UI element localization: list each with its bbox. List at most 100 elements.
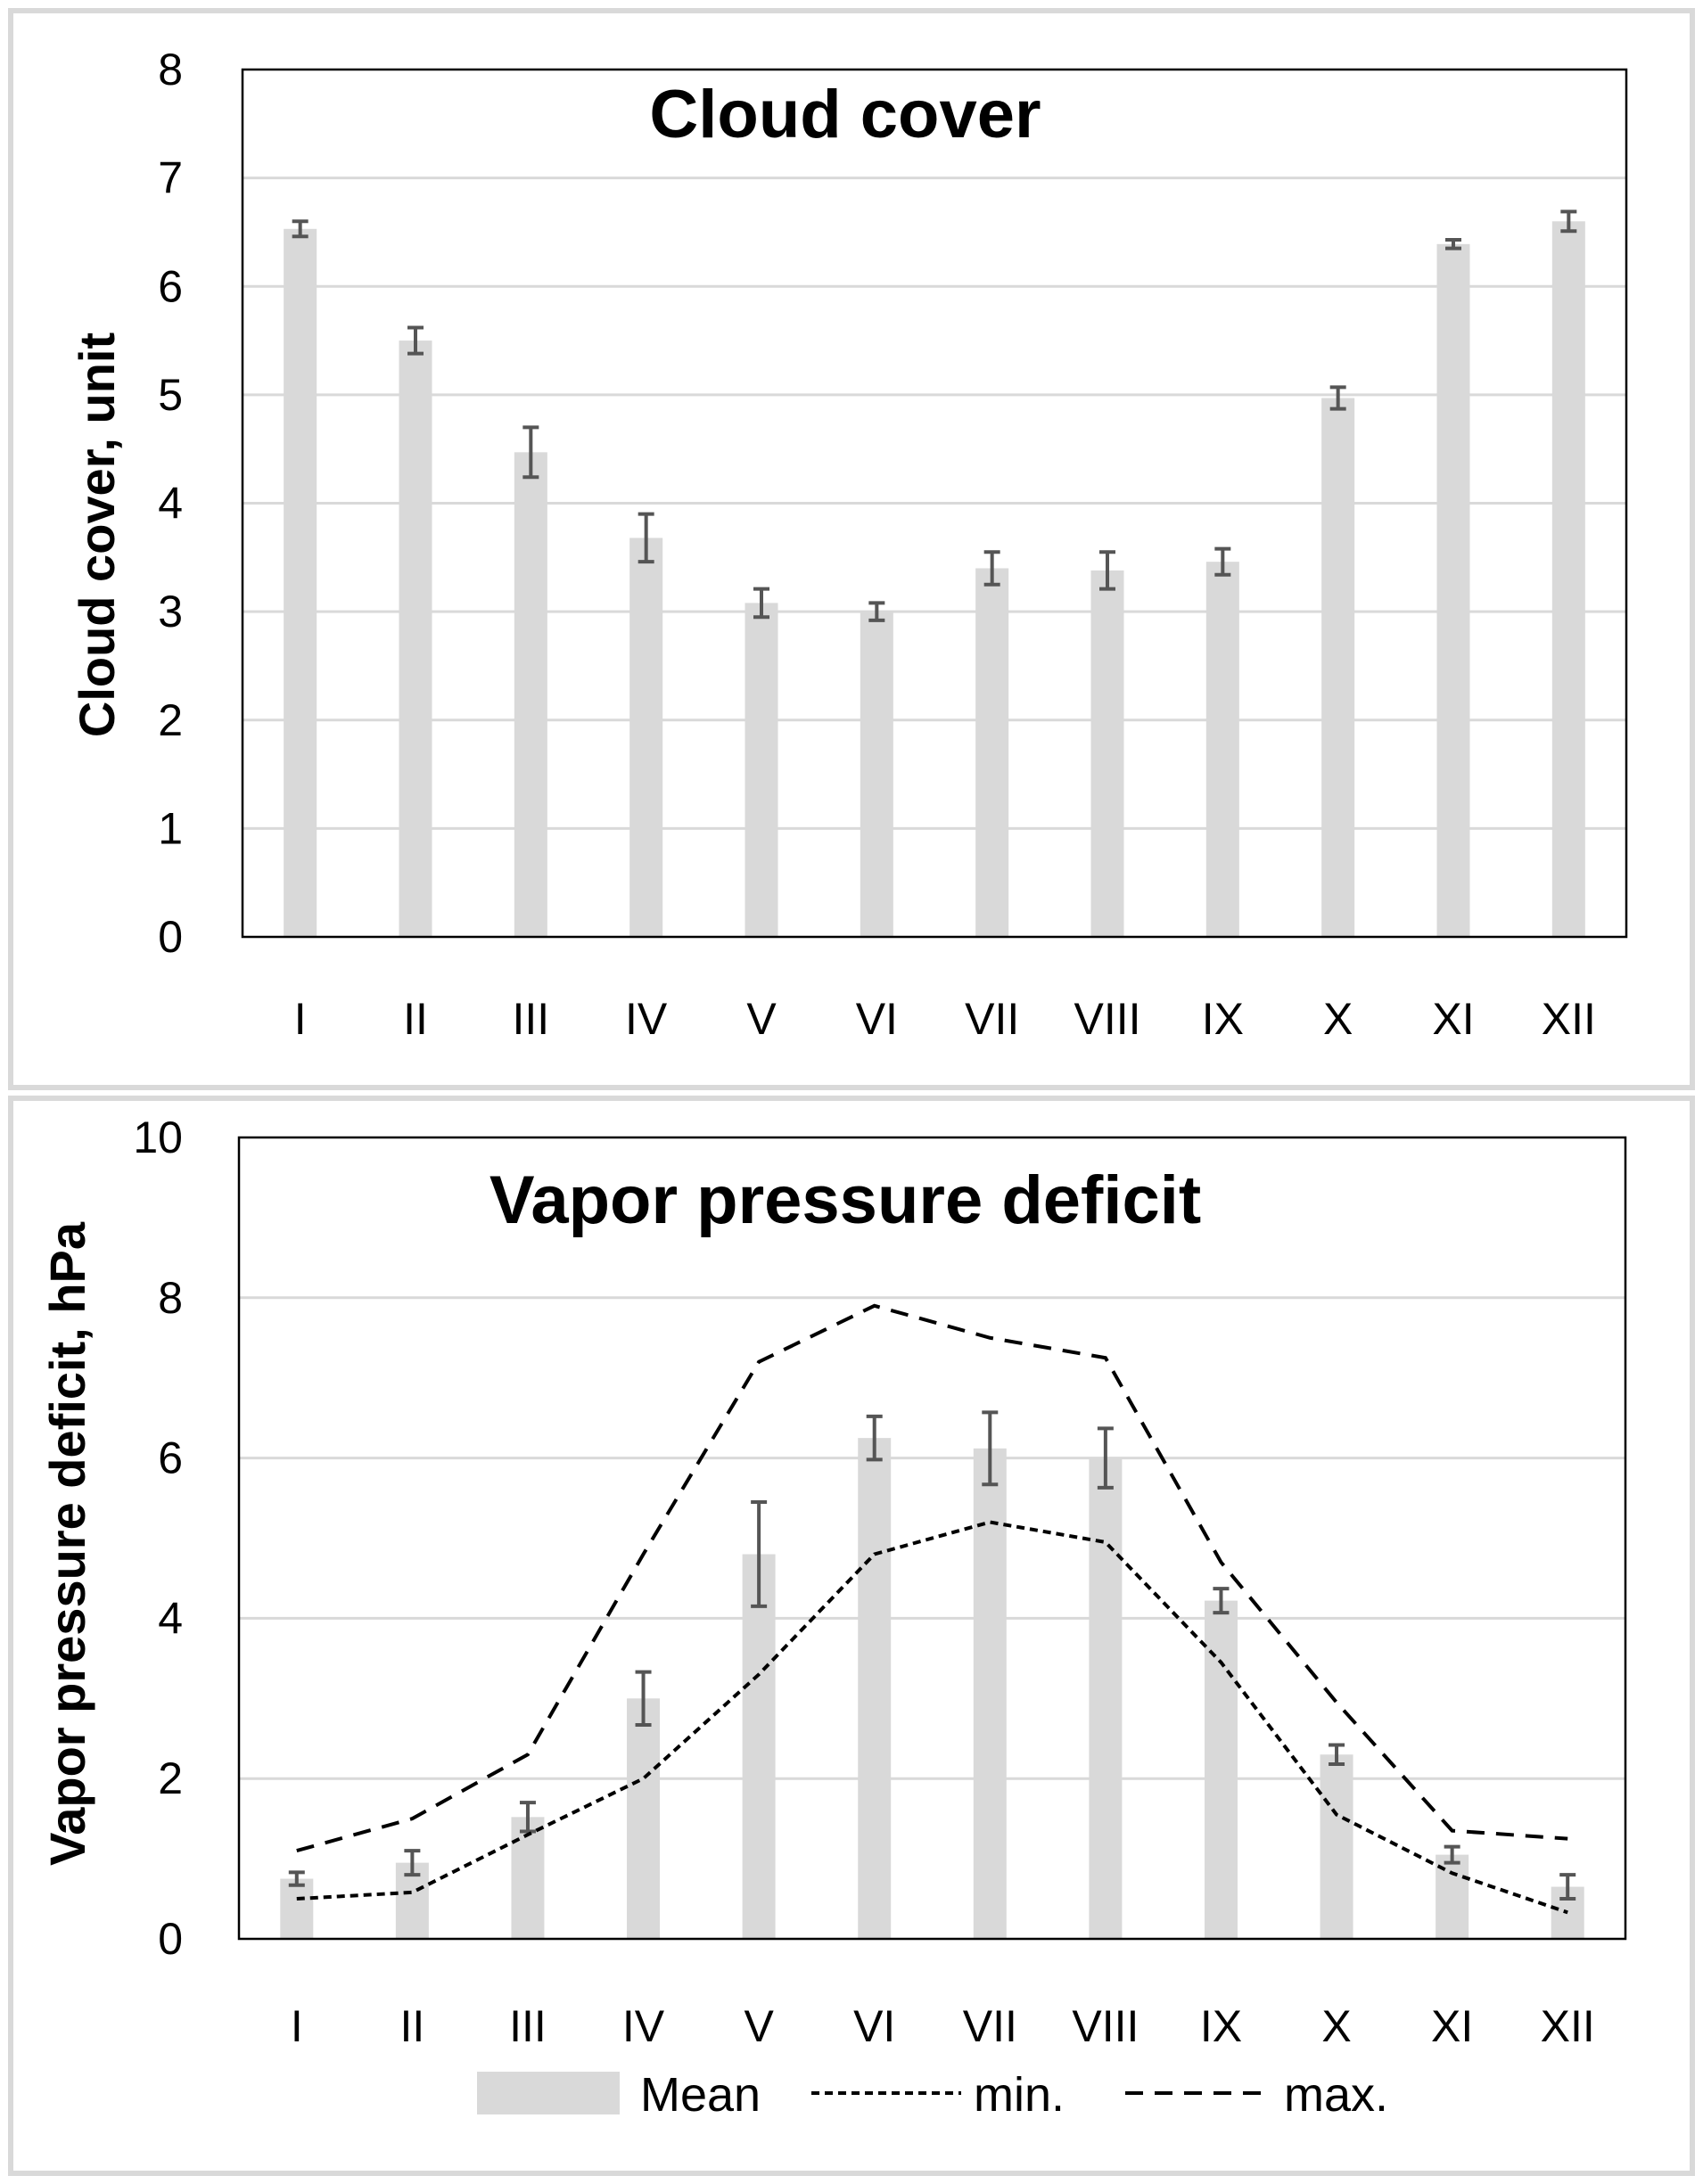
vpd-gridlines [239,1296,1625,1780]
vpd-line-min [296,1520,1568,1915]
cloud-cover-error-bar [638,512,654,564]
cloud-cover-error-bar [1099,550,1115,591]
cloud-cover-y-axis-title: Cloud cover, unit [69,333,125,737]
vpd-bar [280,1878,314,1939]
cloud-cover-bar [284,228,317,937]
cloud-cover-y-tick-label: 6 [158,261,183,311]
vpd-x-tick-label: IX [1200,2001,1242,2051]
cloud-cover-bar [1551,221,1585,937]
vpd-y-tick-labels: 0 2 4 6 8 10 [133,1113,183,1964]
vpd-x-tick-labels: I II III IV V VI VII VIII IX X XI XII [291,2001,1595,2051]
vpd-bar [1204,1600,1238,1939]
cloud-cover-error-bar [1560,209,1577,234]
vpd-error-bar [635,1670,652,1727]
vpd-x-tick-label: IV [622,2001,665,2051]
cloud-cover-error-bar [1445,237,1461,250]
cloud-cover-bar [1090,570,1124,937]
legend-swatch-mean [477,2072,620,2114]
cloud-cover-bar [860,612,893,937]
cloud-cover-x-tick-label: II [403,994,428,1044]
legend-label-max: max. [1284,2068,1388,2122]
vpd-error-bar [404,1849,421,1877]
vpd-panel-frame [8,1096,1695,2176]
cloud-cover-bar [1436,243,1470,937]
vpd-bar [1320,1754,1353,1939]
cloud-cover-y-tick-label: 2 [158,695,183,745]
cloud-cover-x-tick-label: I [294,994,307,1044]
vpd-bar [973,1448,1007,1939]
vpd-y-tick-label: 0 [158,1914,183,1964]
vpd-error-bar [1097,1426,1114,1490]
cloud-cover-y-tick-label: 7 [158,153,183,203]
cloud-cover-bar [1321,398,1355,937]
vpd-x-tick-label: XI [1431,2001,1473,2051]
vpd-x-tick-label: I [291,2001,303,2051]
cloud-cover-error-bar [1329,385,1346,411]
cloud-cover-error-bar [983,550,1000,587]
cloud-cover-y-tick-label: 0 [158,912,183,962]
vpd-error-bar [751,1500,768,1608]
vpd-bar [858,1438,892,1939]
cloud-cover-error-bar [868,601,885,622]
cloud-cover-gridlines [243,177,1626,830]
vpd-y-tick-label: 10 [133,1113,183,1162]
cloud-cover-y-tick-label: 4 [158,479,183,529]
cloud-cover-x-tick-label: VI [856,994,898,1044]
cloud-cover-bar [745,603,778,937]
vpd-error-bars [288,1410,1576,1901]
vpd-x-tick-label: VII [963,2001,1017,2051]
vpd-lines [296,1303,1568,1915]
cloud-cover-panel-frame [8,8,1695,1090]
cloud-cover-x-tick-label: IX [1202,994,1244,1044]
cloud-cover-y-tick-label: 5 [158,370,183,420]
vpd-error-bar [519,1801,536,1834]
cloud-cover-x-tick-label: XII [1542,994,1596,1044]
cloud-cover-error-bar [753,587,769,620]
cloud-cover-bar [399,341,432,937]
cloud-cover-bar [629,538,663,937]
cloud-cover-bars [284,221,1585,937]
cloud-cover-x-tick-label: VII [965,994,1019,1044]
cloud-cover-error-bar [407,325,424,356]
vpd-bar [1089,1457,1123,1939]
vpd-bar [511,1817,545,1939]
vpd-y-tick-label: 8 [158,1273,183,1323]
vpd-bar [742,1554,776,1939]
cloud-cover-x-tick-label: VIII [1074,994,1140,1044]
vpd-error-bar [1559,1873,1576,1901]
cloud-cover-error-bars [292,209,1577,622]
cloud-cover-bar [1205,562,1239,937]
cloud-cover-plot-frame [241,68,1628,939]
cloud-cover-y-tick-label: 1 [158,803,183,853]
vpd-error-bar [982,1410,999,1487]
cloud-cover-x-tick-label: III [512,994,549,1044]
vpd-bars [280,1438,1584,1939]
cloud-cover-x-tick-label: X [1323,994,1353,1044]
cloud-cover-bar [975,568,1009,937]
vpd-error-bar [866,1414,883,1462]
vpd-x-tick-label: X [1321,2001,1351,2051]
cloud-cover-x-tick-label: IV [625,994,668,1044]
cloud-cover-title: Cloud cover [649,77,1041,152]
vpd-y-tick-label: 2 [158,1753,183,1803]
cloud-cover-x-tick-label: V [746,994,777,1044]
vpd-error-bar [1329,1743,1345,1767]
cloud-cover-bar [514,452,547,937]
cloud-cover-y-tick-labels: 0 1 2 3 4 5 6 7 8 [158,45,183,962]
vpd-x-tick-label: VIII [1072,2001,1139,2051]
vpd-x-tick-label: VI [853,2001,895,2051]
vpd-x-tick-label: XII [1541,2001,1595,2051]
vpd-legend: Mean min. max. [477,2068,1388,2122]
legend-label-min: min. [974,2068,1065,2122]
vpd-bar [627,1698,661,1939]
cloud-cover-error-bar [522,425,539,480]
cloud-cover-error-bar [292,219,309,239]
cloud-cover-x-tick-labels: I II III IV V VI VII VIII IX X XI XII [294,994,1596,1044]
vpd-y-tick-label: 4 [158,1593,183,1643]
vpd-line-max [296,1303,1568,1853]
vpd-x-tick-label: III [509,2001,547,2051]
vpd-error-bar [1444,1844,1460,1865]
